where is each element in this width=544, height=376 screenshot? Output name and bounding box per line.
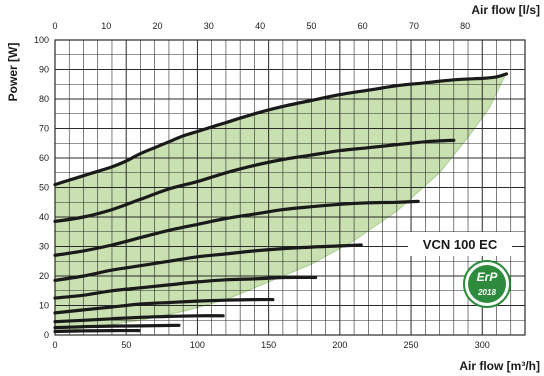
y-tick-label: 0	[44, 330, 49, 340]
grid-layer	[54, 39, 526, 336]
y-tick-label: 60	[39, 153, 49, 163]
x-axis-title: Air flow [m³/h]	[459, 359, 540, 373]
x2-tick-label: 0	[52, 21, 57, 31]
y-tick-label: 100	[34, 35, 49, 45]
model-label-background	[408, 232, 512, 256]
operating-area	[54, 73, 508, 333]
erp-badge-disc	[468, 265, 506, 303]
fan-curve-1	[53, 72, 509, 187]
x-tick-label: 100	[190, 340, 205, 350]
x-tick-label: 300	[475, 340, 490, 350]
y-tick-label: 30	[39, 242, 49, 252]
fan-curve-3	[53, 199, 420, 257]
plot-frame	[54, 39, 526, 336]
y-tick-label: 50	[39, 183, 49, 193]
y-tick-label: 70	[39, 124, 49, 134]
fan-curve-9	[53, 328, 141, 334]
fan-curve-2	[53, 138, 456, 223]
y-tick-label: 40	[39, 212, 49, 222]
erp-badge-year: 2018	[477, 288, 496, 297]
x2-tick-label: 10	[101, 21, 111, 31]
x2-tick-label: 80	[460, 21, 470, 31]
x2-tick-label: 20	[153, 21, 163, 31]
x-tick-label: 0	[52, 340, 57, 350]
x-tick-label: 200	[332, 340, 347, 350]
fan-curve-4	[53, 243, 363, 282]
y-tick-label: 80	[39, 94, 49, 104]
x2-axis-title: Air flow [l/s]	[471, 3, 540, 17]
x2-tick-label: 30	[204, 21, 214, 31]
x-tick-label: 150	[261, 340, 276, 350]
x-tick-label: 50	[121, 340, 131, 350]
operating-area-layer	[54, 73, 508, 333]
x-tick-label: 250	[404, 340, 419, 350]
y-tick-label: 20	[39, 271, 49, 281]
fan-curve-7	[53, 314, 225, 324]
fan-curve-5	[53, 275, 318, 300]
y-axis-title: Power [W]	[6, 43, 20, 102]
x2-tick-label: 70	[409, 21, 419, 31]
y-tick-label: 90	[39, 65, 49, 75]
tick-label-layer: 0 50 100 150 200 250 300 0 10 20 30 40 50 60 70 80 0 10 20…	[34, 21, 490, 350]
x2-tick-label: 60	[358, 21, 368, 31]
x2-tick-label: 40	[255, 21, 265, 31]
model-annotation: VCN 100 EC	[408, 232, 512, 256]
x2-tick-label: 50	[306, 21, 316, 31]
erp-badge: ErP 2018	[463, 260, 511, 308]
fan-curve-8	[53, 323, 181, 330]
fan-curve-6	[53, 297, 275, 315]
model-label: VCN 100 EC	[423, 237, 498, 252]
curve-layer	[53, 72, 509, 334]
erp-badge-label: ErP	[477, 270, 499, 284]
y-tick-label: 10	[39, 301, 49, 311]
